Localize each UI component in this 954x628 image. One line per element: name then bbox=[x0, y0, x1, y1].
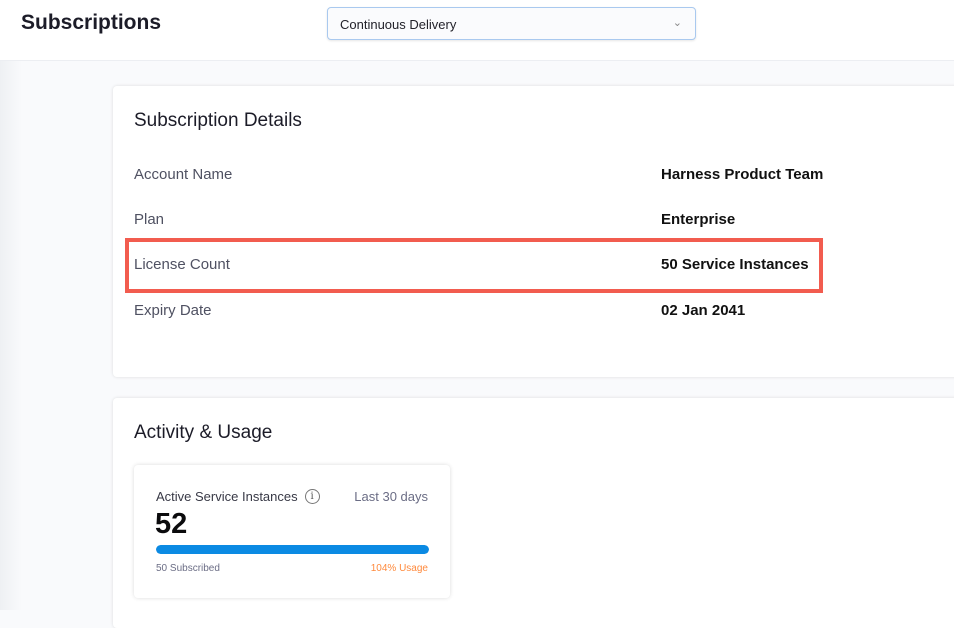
info-icon[interactable]: i bbox=[304, 489, 320, 504]
highlight-box bbox=[125, 238, 823, 293]
section-title: Subscription Details bbox=[134, 110, 302, 131]
section-title: Activity & Usage bbox=[134, 422, 273, 443]
page-title: Subscriptions bbox=[21, 11, 162, 34]
page-header: Subscriptions Continuous Delivery ⌄ bbox=[0, 0, 954, 61]
detail-value: 02 Jan 2041 bbox=[661, 302, 746, 319]
detail-label: Plan bbox=[134, 211, 165, 228]
detail-label: License Count bbox=[134, 256, 230, 273]
detail-row-plan: Plan Enterprise bbox=[134, 211, 834, 231]
detail-label: Account Name bbox=[134, 166, 233, 183]
usage-progress-bar bbox=[156, 545, 429, 554]
detail-row-account-name: Account Name Harness Product Team bbox=[134, 166, 834, 186]
usage-card: Active Service Instances i Last 30 days … bbox=[134, 465, 450, 598]
module-select[interactable]: Continuous Delivery ⌄ bbox=[327, 7, 696, 40]
usage-card-header: Active Service Instances i Last 30 days bbox=[156, 488, 428, 505]
subscription-details-card: Subscription Details Account Name Harness… bbox=[113, 86, 954, 377]
activity-usage-card: Activity & Usage Active Service Instance… bbox=[113, 398, 954, 628]
usage-label: Active Service Instances bbox=[156, 489, 298, 504]
detail-row-expiry-date: Expiry Date 02 Jan 2041 bbox=[134, 302, 834, 322]
detail-label: Expiry Date bbox=[134, 302, 212, 319]
detail-row-license-count: License Count 50 Service Instances bbox=[134, 256, 834, 276]
usage-progress-fill bbox=[156, 545, 429, 554]
usage-value: 52 bbox=[155, 508, 188, 540]
chevron-down-icon: ⌄ bbox=[672, 17, 682, 29]
detail-value: 50 Service Instances bbox=[661, 256, 809, 273]
module-select-value: Continuous Delivery bbox=[340, 17, 457, 32]
usage-percent: 104% Usage bbox=[370, 563, 428, 574]
usage-period: Last 30 days bbox=[354, 489, 428, 504]
subscribed-count: 50 Subscribed bbox=[156, 563, 220, 574]
detail-value: Enterprise bbox=[661, 211, 736, 228]
detail-value: Harness Product Team bbox=[661, 166, 824, 183]
sidebar-shadow bbox=[0, 61, 22, 610]
